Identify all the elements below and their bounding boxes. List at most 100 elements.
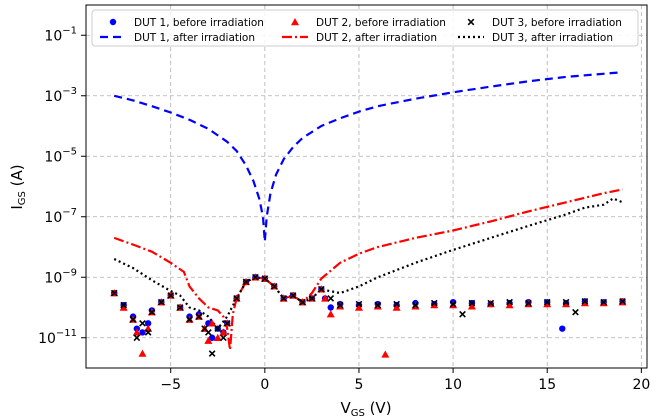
data-point: [139, 319, 146, 327]
data-point: [525, 299, 532, 307]
data-point: [220, 334, 227, 342]
y-axis-label: IGS (A): [8, 164, 28, 209]
legend-item: DUT 2, before irradiation: [291, 17, 446, 29]
data-point: [487, 299, 495, 307]
data-point: [374, 301, 382, 309]
data-point: [129, 316, 137, 323]
data-point: [327, 295, 335, 302]
series-4: [113, 188, 623, 351]
x-tick-label: −5: [160, 377, 181, 393]
legend-marker-swatch: [109, 18, 117, 26]
data-point: [119, 303, 128, 311]
legend-label: DUT 2, before irradiation: [316, 17, 446, 29]
data-point: [321, 294, 330, 302]
data-point: [195, 313, 203, 320]
data-point: [233, 295, 240, 302]
series-line: [113, 71, 623, 243]
data-point: [572, 308, 579, 316]
data-point: [355, 300, 363, 308]
data-point: [326, 310, 335, 318]
data-point: [110, 289, 118, 297]
data-point: [600, 298, 608, 306]
data-point: [213, 333, 222, 341]
series-layer: [110, 71, 627, 358]
legend-marker-swatch: [467, 18, 475, 26]
data-point: [543, 298, 551, 306]
data-point: [214, 325, 222, 333]
y-tick-label: 10−11: [38, 328, 77, 347]
data-point: [148, 308, 156, 316]
series-5: [110, 273, 626, 357]
series-line: [113, 197, 623, 330]
data-point: [261, 275, 269, 282]
axis-ticks: −5 0 5 10 15 20 10−1 10−3 10−5 10−7 10−9 10−11: [38, 25, 650, 393]
data-point: [580, 299, 589, 307]
legend-box: [91, 9, 639, 47]
legend-item: DUT 3, after irradiation: [458, 32, 613, 44]
data-point: [133, 334, 141, 342]
data-point: [223, 319, 231, 327]
data-point: [138, 349, 147, 357]
data-point: [412, 301, 419, 309]
series-6: [113, 197, 623, 330]
data-point: [381, 350, 390, 358]
data-point: [120, 301, 128, 309]
data-point: [467, 302, 476, 310]
data-point: [505, 301, 514, 309]
plot-area-frame: [85, 4, 648, 369]
legend: DUT 1, before irradiation DUT 2, before i…: [91, 9, 639, 47]
data-point: [317, 285, 325, 293]
data-point: [205, 329, 212, 336]
data-point: [204, 336, 213, 344]
legend-label: DUT 3, after irradiation: [492, 32, 613, 44]
data-point: [430, 299, 438, 307]
y-tick-label: 10−5: [44, 146, 77, 165]
legend-label: DUT 3, before irradiation: [492, 17, 622, 29]
data-point: [219, 328, 228, 336]
data-point: [139, 329, 146, 336]
y-tick-label: 10−7: [44, 207, 77, 226]
x-axis-label: VGS (V): [340, 399, 391, 419]
data-point: [392, 303, 401, 311]
legend-label: DUT 2, after irradiation: [316, 32, 437, 44]
data-point: [468, 299, 476, 307]
data-point: [167, 292, 175, 299]
series-line: [113, 188, 623, 351]
data-point: [299, 298, 306, 306]
legend-item: DUT 2, after irradiation: [282, 32, 437, 44]
data-point: [581, 297, 589, 305]
data-point: [176, 304, 184, 311]
data-point: [252, 273, 259, 281]
x-tick-label: 5: [355, 377, 364, 393]
data-point: [619, 297, 626, 305]
data-point: [208, 319, 217, 327]
data-point: [430, 301, 439, 309]
data-point: [144, 320, 152, 327]
y-tick-label: 10−3: [44, 86, 77, 105]
data-point: [336, 301, 344, 309]
data-point: [208, 350, 216, 357]
data-point: [559, 325, 566, 332]
data-point: [242, 278, 250, 286]
data-point: [327, 304, 334, 311]
data-point: [562, 300, 571, 308]
series-2: [113, 71, 623, 243]
data-point: [132, 328, 141, 336]
legend-item: DUT 1, before irradiation: [109, 17, 264, 29]
data-point: [186, 316, 193, 323]
data-point: [459, 310, 466, 318]
legend-label: DUT 1, before irradiation: [134, 17, 264, 29]
data-point: [449, 300, 457, 308]
data-point: [506, 298, 513, 306]
data-point: [270, 282, 278, 290]
legend-label: DUT 1, after irradiation: [134, 32, 255, 44]
data-point: [354, 303, 363, 311]
legend-item: DUT 1, after irradiation: [100, 32, 255, 44]
x-tick-label: 10: [444, 377, 462, 393]
data-point: [280, 295, 288, 302]
data-point: [144, 329, 152, 336]
y-tick-label: 10−9: [44, 267, 77, 286]
data-point: [289, 292, 297, 299]
